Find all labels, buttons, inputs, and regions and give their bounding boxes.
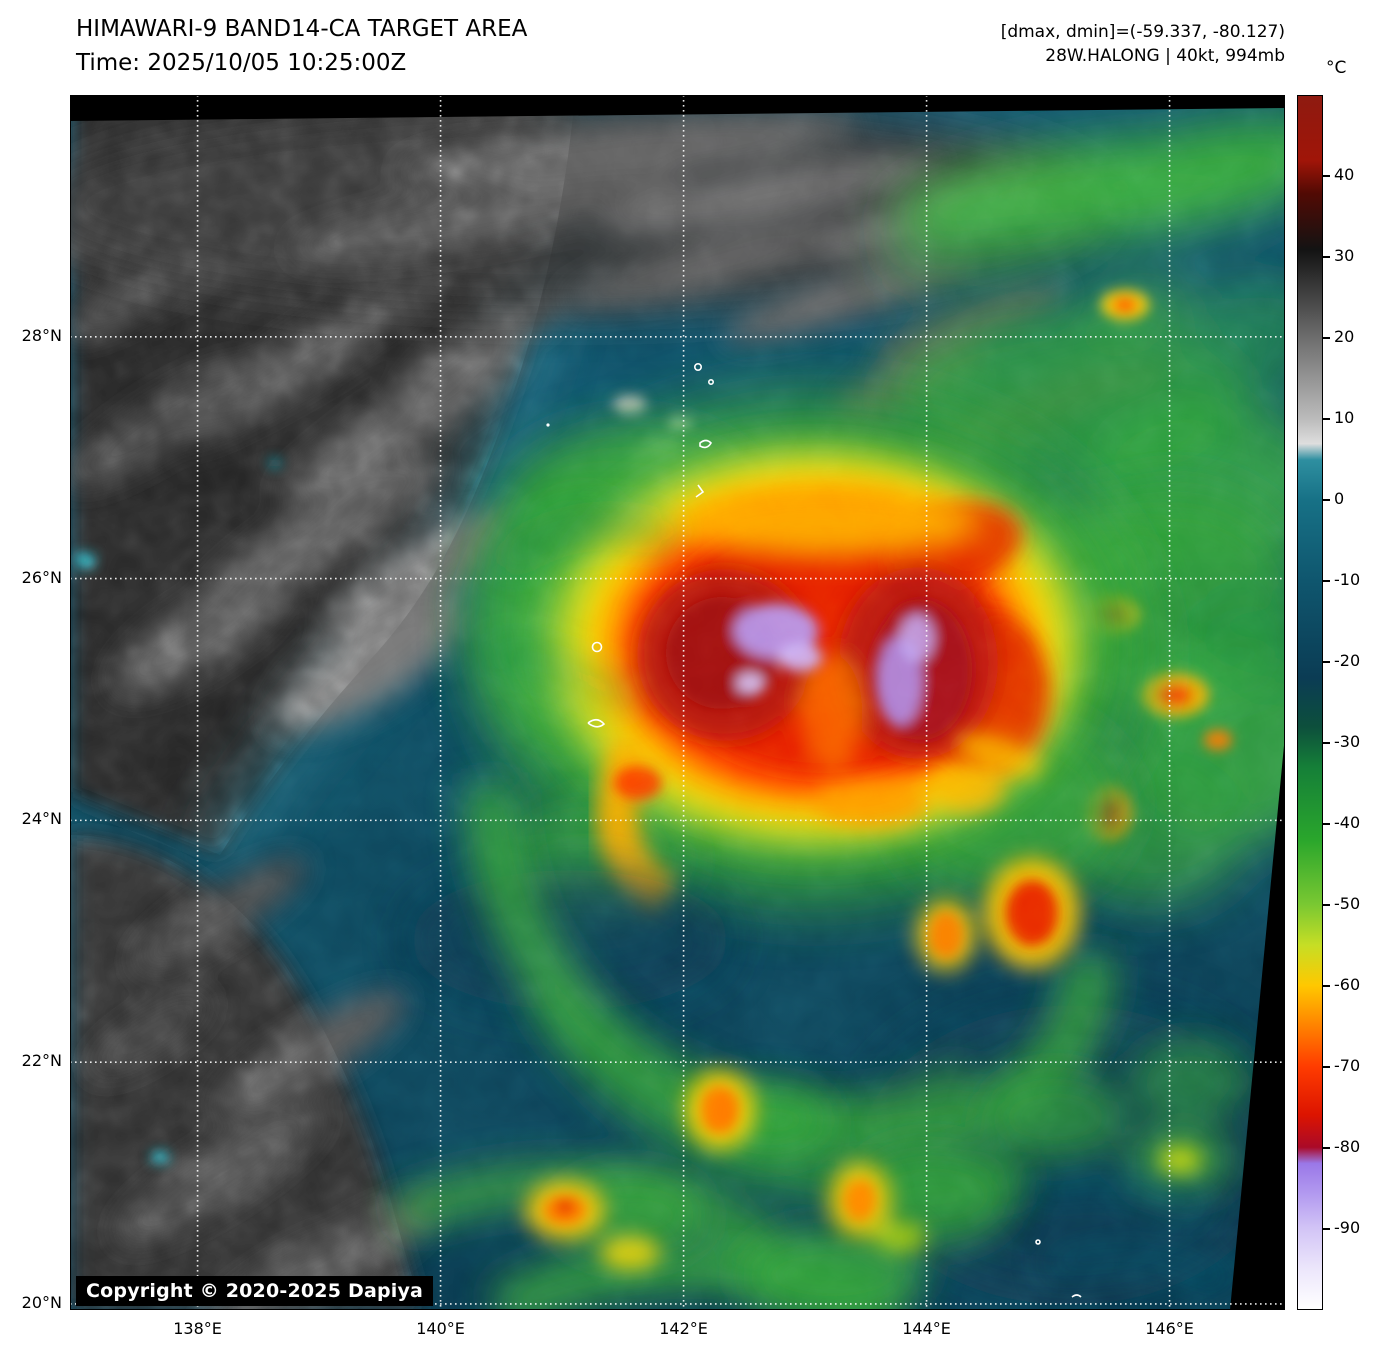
page-title: HIMAWARI-9 BAND14-CA TARGET AREA bbox=[76, 16, 528, 42]
colorbar-tick-label: -60 bbox=[1334, 975, 1361, 994]
colorbar-tick-mark bbox=[1323, 904, 1330, 906]
plot-frame bbox=[70, 95, 1285, 1310]
lat-tick-label: 26°N bbox=[21, 567, 62, 587]
colorbar-tick-label: -70 bbox=[1334, 1056, 1361, 1075]
colorbar-tick-mark bbox=[1323, 661, 1330, 663]
timestamp: Time: 2025/10/05 10:25:00Z bbox=[76, 50, 407, 76]
colorbar-tick-mark bbox=[1323, 742, 1330, 744]
lon-tick-label: 144°E bbox=[902, 1319, 951, 1338]
colorbar-tick-mark bbox=[1323, 1147, 1330, 1149]
colorbar-tick-label: -50 bbox=[1334, 894, 1361, 913]
colorbar-tick-mark bbox=[1323, 1228, 1330, 1230]
colorbar-unit-label: °C bbox=[1326, 58, 1347, 78]
lon-tick-label: 146°E bbox=[1145, 1319, 1194, 1338]
colorbar-tick-mark bbox=[1323, 499, 1330, 501]
colorbar-tick-mark bbox=[1323, 175, 1330, 177]
lat-tick-label: 24°N bbox=[21, 809, 62, 829]
colorbar-tick-label: 40 bbox=[1334, 165, 1355, 184]
colorbar-tick-label: -20 bbox=[1334, 651, 1361, 670]
colorbar-tick-label: -40 bbox=[1334, 813, 1361, 832]
storm-label: 28W.HALONG | 40kt, 994mb bbox=[1045, 46, 1285, 66]
scan-edge-void bbox=[70, 95, 1285, 1310]
colorbar-tick-label: 20 bbox=[1334, 327, 1355, 346]
colorbar-tick-label: -10 bbox=[1334, 570, 1361, 589]
dmax-dmin-readout: [dmax, dmin]=(-59.337, -80.127) bbox=[1000, 22, 1285, 42]
satellite-ir-image bbox=[70, 95, 1285, 1310]
lat-tick-label: 28°N bbox=[21, 325, 62, 345]
colorbar-tick-mark bbox=[1323, 418, 1330, 420]
lon-tick-label: 140°E bbox=[416, 1319, 465, 1338]
lat-tick-label: 20°N bbox=[21, 1292, 62, 1312]
island-outlines bbox=[546, 362, 1082, 1298]
lat-tick-label: 22°N bbox=[21, 1051, 62, 1071]
copyright-badge: Copyright © 2020-2025 Dapiya bbox=[76, 1276, 434, 1306]
colorbar-tick-mark bbox=[1323, 823, 1330, 825]
lon-tick-label: 138°E bbox=[173, 1319, 222, 1338]
lon-tick-label: 142°E bbox=[659, 1319, 708, 1338]
colorbar-tick-mark bbox=[1323, 985, 1330, 987]
satellite-image-plot bbox=[70, 95, 1285, 1310]
colorbar-tick-label: -80 bbox=[1334, 1137, 1361, 1156]
colorbar bbox=[1297, 95, 1323, 1310]
colorbar-tick-mark bbox=[1323, 256, 1330, 258]
colorbar-tick-mark bbox=[1323, 1066, 1330, 1068]
colorbar-tick-label: 0 bbox=[1334, 489, 1345, 508]
colorbar-tick-label: 10 bbox=[1334, 408, 1355, 427]
colorbar-tick-label: -30 bbox=[1334, 732, 1361, 751]
colorbar-tick-label: -90 bbox=[1334, 1218, 1361, 1237]
colorbar-tick-label: 30 bbox=[1334, 246, 1355, 265]
colorbar-tick-mark bbox=[1323, 337, 1330, 339]
colorbar-tick-mark bbox=[1323, 580, 1330, 582]
